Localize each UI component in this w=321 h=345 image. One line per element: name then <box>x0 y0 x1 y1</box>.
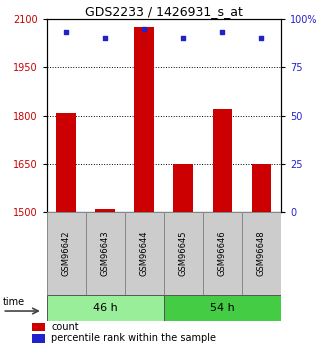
Point <box>64 30 69 35</box>
Text: GSM96643: GSM96643 <box>100 231 110 276</box>
Point <box>181 36 186 41</box>
Bar <box>213 109 232 212</box>
Text: GSM96646: GSM96646 <box>218 231 227 276</box>
FancyBboxPatch shape <box>86 212 125 295</box>
FancyBboxPatch shape <box>47 212 86 295</box>
Text: GSM96648: GSM96648 <box>257 231 266 276</box>
FancyBboxPatch shape <box>164 295 281 321</box>
Bar <box>252 164 271 212</box>
Point <box>102 36 108 41</box>
Bar <box>32 323 45 331</box>
Bar <box>173 164 193 212</box>
FancyBboxPatch shape <box>242 212 281 295</box>
Bar <box>134 27 154 212</box>
Text: GSM96642: GSM96642 <box>62 231 71 276</box>
Text: 46 h: 46 h <box>93 303 117 313</box>
Bar <box>56 113 76 212</box>
Bar <box>32 334 45 343</box>
FancyBboxPatch shape <box>125 212 164 295</box>
Text: count: count <box>51 322 79 332</box>
Bar <box>95 209 115 212</box>
Text: percentile rank within the sample: percentile rank within the sample <box>51 334 216 344</box>
Text: GSM96644: GSM96644 <box>140 231 149 276</box>
Title: GDS2233 / 1426931_s_at: GDS2233 / 1426931_s_at <box>85 5 243 18</box>
Text: time: time <box>2 297 24 307</box>
FancyBboxPatch shape <box>164 212 203 295</box>
Text: 54 h: 54 h <box>210 303 235 313</box>
FancyBboxPatch shape <box>47 295 164 321</box>
Text: GSM96645: GSM96645 <box>179 231 188 276</box>
Point <box>259 36 264 41</box>
FancyBboxPatch shape <box>203 212 242 295</box>
Point <box>220 30 225 35</box>
Point <box>142 26 147 31</box>
